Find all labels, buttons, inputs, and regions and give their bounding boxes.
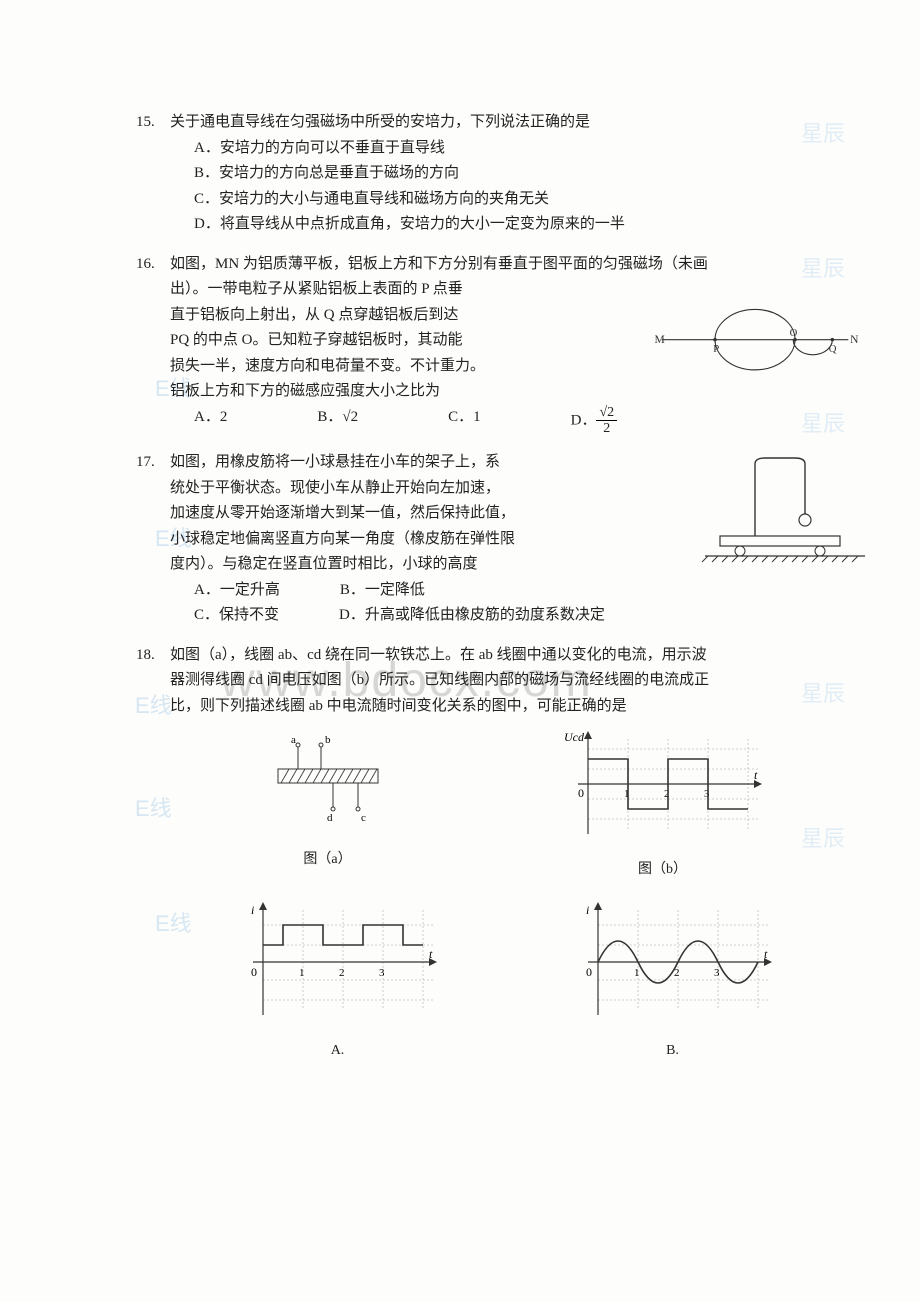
q17-options-row2: C．保持不变 D．升高或降低由橡皮筋的劲度系数决定 [170,603,840,629]
q17-stem-5: 度内）。与稳定在竖直位置时相比，小球的高度 [170,552,650,578]
q18-figa-label: 图（a） [243,848,413,872]
q18-b2-i: i [586,903,589,917]
q18-b-t: t [754,768,758,782]
question-15: 15. 关于通电直导线在匀强磁场中所受的安培力，下列说法正确的是 A．安培力的方… [170,110,840,238]
q18-a-tick2: 2 [339,967,345,979]
q16-opt-d: D．√22 [571,405,618,437]
q17-stem-3: 加速度从零开始逐渐增大到某一值，然后保持此值， [170,501,650,527]
q18-opt-a-fig: i 0 1 2 3 t A. [233,900,443,1063]
q18-b-tick3: 3 [704,788,710,800]
q16-stem-1: 如图，MN 为铝质薄平板，铝板上方和下方分别有垂直于图平面的匀强磁场（未画 [170,252,840,278]
q17-options-row1: A．一定升高 B．一定降低 [170,578,840,604]
svg-text:a: a [291,734,296,746]
q16-number: 16. [136,252,155,278]
q16-stem-5: 损失一半，速度方向和电荷量不变。不计重力。 [170,354,600,380]
q15-stem: 关于通电直导线在匀强磁场中所受的安培力，下列说法正确的是 [170,110,840,136]
q18-ucd-label: Ucd [564,730,585,744]
q18-fig-a: a b d c 图（a） [243,729,413,882]
q18-option-graphs: i 0 1 2 3 t A. [170,900,840,1063]
q18-opt-a-label: A. [233,1039,443,1063]
q18-b2-tick3: 3 [714,967,720,979]
q16-opt-a: A．2 [194,405,227,437]
q18-a-tick1: 1 [299,967,305,979]
q18-figb-label: 图（b） [558,858,768,882]
q18-stem-1: 如图（a），线圈 ab、cd 绕在同一软铁芯上。在 ab 线圈中通以变化的电流，… [170,643,840,669]
q15-opt-d: D．将直导线从中点折成直角，安培力的大小一定变为原来的一半 [194,212,840,238]
q18-b2-t: t [764,947,768,961]
q17-number: 17. [136,450,155,476]
q18-opt-b-label: B. [568,1039,778,1063]
svg-text:d: d [327,812,333,824]
q16-stem-6: 铝板上方和下方的磁感应强度大小之比为 [170,379,600,405]
question-18: 18. 如图（a），线圈 ab、cd 绕在同一软铁芯上。在 ab 线圈中通以变化… [170,643,840,1063]
q16-stem-2: 出）。一带电粒子从紧贴铝板上表面的 P 点垂 [170,277,600,303]
svg-text:c: c [361,812,366,824]
q18-a-i: i [251,903,254,917]
q17-opt-b: B．一定降低 [340,578,425,604]
q17-opt-a: A．一定升高 [194,578,280,604]
q15-opt-b: B．安培力的方向总是垂直于磁场的方向 [194,161,840,187]
q16-figure: M N P O Q [640,297,870,377]
q18-b-zero: 0 [578,786,584,800]
q17-opt-c: C．保持不变 [194,603,279,629]
q15-opt-a: A．安培力的方向可以不垂直于直导线 [194,136,840,162]
question-16: 16. 如图，MN 为铝质薄平板，铝板上方和下方分别有垂直于图平面的匀强磁场（未… [170,252,840,437]
q16-label-q: Q [829,344,837,355]
svg-text:b: b [325,734,331,746]
q18-opt-b-fig: i 0 1 2 3 t B. [568,900,778,1063]
q16-label-n: N [850,334,859,346]
q18-b2-tick1: 1 [634,967,640,979]
q18-stem-3: 比，则下列描述线圈 ab 中电流随时间变化关系的图中，可能正确的是 [170,694,840,720]
q18-fig-b: Ucd 0 1 2 3 t 图（b） [558,729,768,882]
watermark-left-3: E线 [135,687,172,724]
q17-figure [700,454,870,564]
q18-a-zero: 0 [251,965,257,979]
q16-d-num: √2 [596,405,617,421]
q18-a-tick3: 3 [379,967,385,979]
q18-figures-top: a b d c 图（a） [170,729,840,882]
q16-options: A．2 B．√2 C．1 D．√22 [170,405,840,437]
q15-opt-c: C．安培力的大小与通电直导线和磁场方向的夹角无关 [194,187,840,213]
q16-d-den: 2 [596,421,617,436]
q16-opt-b: B．√2 [317,405,358,437]
q16-stem-3: 直于铝板向上射出，从 Q 点穿越铝板后到达 [170,303,600,329]
q18-number: 18. [136,643,155,669]
q16-d-prefix: D． [571,412,597,428]
q16-label-m: M [655,334,665,346]
q17-stem-1: 如图，用橡皮筋将一小球悬挂在小车的架子上，系 [170,450,650,476]
exam-page: www.bdocx.com E线 E线 E线 E线 E线 星辰 星辰 星辰 星辰… [0,0,920,1302]
watermark-left-4: E线 [135,790,172,827]
q16-label-p: P [713,344,719,355]
q18-b2-zero: 0 [586,965,592,979]
q16-opt-c: C．1 [448,405,481,437]
q17-opt-d: D．升高或降低由橡皮筋的劲度系数决定 [339,603,605,629]
q18-stem-2: 器测得线圈 cd 间电压如图（b）所示。已知线圈内部的磁场与流经线圈的电流成正 [170,668,840,694]
q17-stem-4: 小球稳定地偏离竖直方向某一角度（橡皮筋在弹性限 [170,527,650,553]
q18-a-t: t [429,947,433,961]
q16-label-o: O [790,328,798,339]
question-17: 17. 如图，用橡皮筋将一小球悬挂在小车的架子上，系 统处于平衡状态。现使小车从… [170,450,840,629]
q15-number: 15. [136,110,155,136]
q16-stem-4: PQ 的中点 O。已知粒子穿越铝板时，其动能 [170,328,600,354]
q17-stem-2: 统处于平衡状态。现使小车从静止开始向左加速， [170,476,650,502]
q15-options: A．安培力的方向可以不垂直于直导线 B．安培力的方向总是垂直于磁场的方向 C．安… [170,136,840,238]
